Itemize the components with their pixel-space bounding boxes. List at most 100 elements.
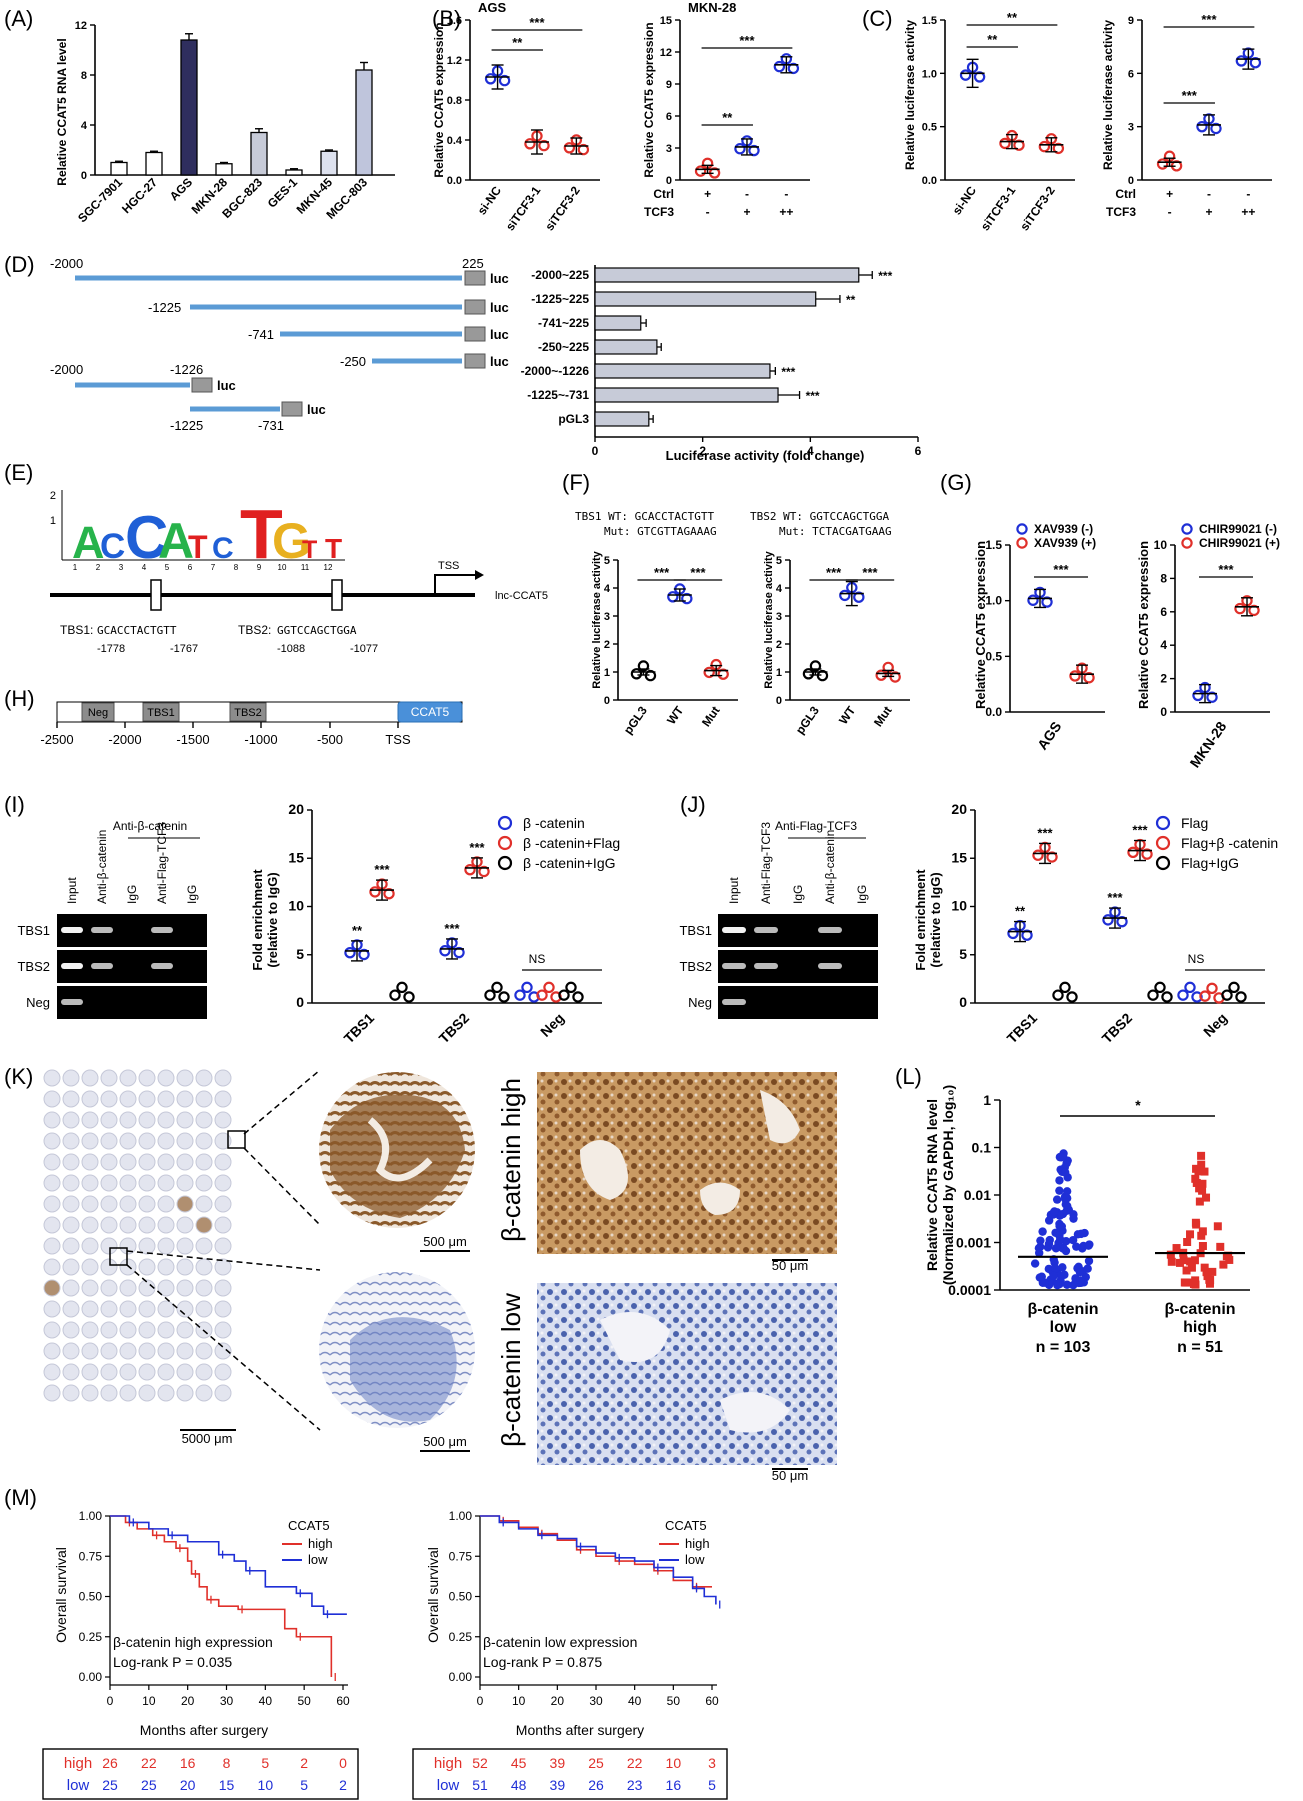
- i-band: [151, 927, 173, 933]
- e-logo-position: 12: [324, 563, 333, 572]
- m2-x-tick-label: 60: [705, 1694, 719, 1708]
- f-tbs2-mut: Mut: TCTACGATGAAG: [779, 525, 892, 538]
- i-p-point: [383, 887, 395, 900]
- a-bar: [285, 169, 303, 176]
- l-point-low: [1052, 1195, 1062, 1204]
- h-tick-label: -1000: [244, 732, 277, 747]
- k-tma-core: [195, 1090, 213, 1108]
- m1-risk-value: 5: [300, 1777, 308, 1793]
- l-point-high: [1195, 1197, 1204, 1206]
- e-logo-position: 4: [142, 563, 147, 572]
- panel-label-b: (B): [432, 6, 461, 31]
- k-tma-core: [176, 1342, 194, 1360]
- k-tma-core: [195, 1069, 213, 1087]
- m2-x-tick-label: 10: [512, 1694, 526, 1708]
- j-sig: ***: [1132, 823, 1148, 838]
- c1-x-label: siTCF3-2: [1017, 183, 1058, 233]
- k-tma-core: [138, 1237, 156, 1255]
- i-p-point: [358, 948, 370, 961]
- g1-s1-point: [1083, 672, 1095, 684]
- m1-y-tick-label: 0.50: [79, 1590, 103, 1604]
- f2-ylabel: Relative luciferase activity: [763, 550, 775, 688]
- l-y-tick-label: 0.01: [964, 1187, 991, 1203]
- b2-g2-point: [787, 62, 800, 75]
- panel-label-f: (F): [562, 470, 590, 495]
- l-point-low: [1080, 1228, 1089, 1238]
- k-tma-core: [100, 1258, 118, 1276]
- i-gel: Anti-β-catenin TBS1 TBS2 Neg Input Anti-β…: [17, 819, 207, 1019]
- b2-g2-point: [773, 60, 786, 73]
- k-tma-core: [43, 1195, 61, 1213]
- j-lane-label: Anti-β-catenin: [823, 830, 837, 904]
- h-tbs1-box: TBS1: [147, 707, 175, 719]
- b2-y-tick-label: 12: [660, 47, 672, 59]
- g1-x-label: AGS: [1034, 719, 1065, 753]
- l-point-high: [1186, 1230, 1195, 1239]
- m2-x-tick-label: 0: [477, 1694, 484, 1708]
- j-p-point: [1191, 991, 1203, 1003]
- j-p-point: [1007, 927, 1019, 940]
- l-point-low: [1083, 1264, 1092, 1273]
- k-tma-core: [100, 1363, 118, 1381]
- b2-cond-value: +: [704, 187, 711, 201]
- k-tma-core: [176, 1384, 194, 1402]
- k-tma-core: [100, 1279, 118, 1297]
- j-p-point: [1141, 848, 1153, 860]
- m1-risk-value: 25: [141, 1777, 157, 1793]
- j-sig: ***: [1107, 890, 1123, 905]
- g2-legend-label: CHIR99021 (+): [1199, 536, 1280, 550]
- k-tma-core: [119, 1132, 137, 1150]
- b1-x-label: si-NC: [475, 183, 505, 217]
- g2-s0-point: [1206, 691, 1218, 703]
- k-tma-core: [214, 1111, 232, 1129]
- h-map: Neg TBS1 TBS2 CCAT5 -2500 -2000 -1500 -1000…: [40, 701, 463, 747]
- l-point-low: [1051, 1264, 1060, 1273]
- d-construct-start: -2000: [50, 256, 83, 271]
- m2-risk-value: 51: [472, 1777, 488, 1793]
- k-tma-core: [195, 1342, 213, 1360]
- k-tma-core: [195, 1174, 213, 1192]
- l-point-low: [1050, 1207, 1059, 1216]
- d-luc-box: [464, 270, 486, 286]
- b1-ylabel: Relative CCAT5 expression: [432, 22, 446, 177]
- panel-label-i: (I): [4, 792, 25, 817]
- panel-label-j: (J): [680, 792, 706, 817]
- e-tbs2-box: [331, 579, 343, 611]
- k-tma-core: [176, 1258, 194, 1276]
- m2-legend-label: low: [685, 1552, 705, 1567]
- k-tma-core: [176, 1132, 194, 1150]
- i-x-label: TBS1: [340, 1010, 377, 1047]
- f2-sig-text: ***: [826, 565, 842, 580]
- k-tma-core: [62, 1279, 80, 1297]
- m1-risk-value: 8: [223, 1755, 231, 1771]
- k-tma-core: [62, 1321, 80, 1339]
- f1-g2-point: [717, 668, 729, 680]
- c2-g1-point: [1210, 122, 1222, 135]
- l-point-low: [1044, 1216, 1054, 1225]
- m1-risk-value: 16: [180, 1755, 196, 1771]
- k-tma-core: [81, 1342, 99, 1360]
- i-lane-label: Input: [65, 877, 79, 904]
- i-sig: ***: [374, 862, 390, 877]
- b2-cond-value: ++: [779, 205, 793, 219]
- f2-g1-point: [839, 589, 851, 602]
- k-tma-core: [119, 1258, 137, 1276]
- l-point-high: [1219, 1260, 1228, 1269]
- chart-g1: Relative CCAT5 expression 0.0 0.5 1.0 1.5 XA…: [973, 522, 1105, 753]
- j-p-point: [1228, 981, 1240, 994]
- g2-y-tick-label: 10: [1154, 538, 1168, 552]
- f2-x-label: pGL3: [793, 703, 822, 736]
- f1-sig-text: ***: [690, 565, 706, 580]
- l-point-high: [1166, 1250, 1175, 1259]
- d-category-label: -1225~-731: [527, 388, 589, 402]
- k-tma-core: [81, 1384, 99, 1402]
- l-point-high: [1172, 1244, 1181, 1253]
- k-tma-core: [100, 1321, 118, 1339]
- svg-text:2: 2: [50, 490, 56, 502]
- m2-x-tick-label: 30: [589, 1694, 603, 1708]
- l-point-high: [1187, 1263, 1196, 1272]
- g1-s1-point: [1069, 670, 1081, 682]
- k-tma-core: [43, 1321, 61, 1339]
- i-p-point: [396, 981, 408, 994]
- a-y-tick-label: 8: [81, 70, 87, 82]
